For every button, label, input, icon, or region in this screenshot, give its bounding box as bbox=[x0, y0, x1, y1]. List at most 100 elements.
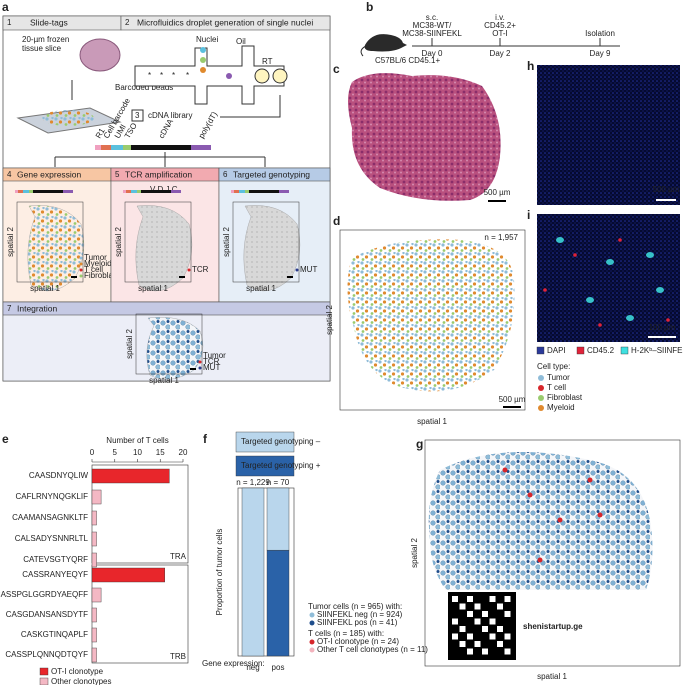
box-number: 2 bbox=[125, 18, 130, 27]
panel-label: i bbox=[527, 208, 530, 222]
box-number: 3 bbox=[135, 111, 140, 120]
panel-label: g bbox=[416, 437, 423, 451]
axis-label: spatial 1 bbox=[246, 284, 276, 293]
day-label: Day 2 bbox=[490, 49, 511, 58]
event-text: s.c. bbox=[426, 13, 438, 22]
qr-cell bbox=[452, 633, 458, 640]
read-segment bbox=[18, 190, 23, 193]
event-text: OT-I bbox=[492, 29, 508, 38]
cell bbox=[598, 323, 602, 327]
legend-dot bbox=[198, 360, 202, 364]
tissue-slice bbox=[79, 38, 121, 72]
qr-cell bbox=[459, 603, 466, 610]
scale-text: 500 µm bbox=[484, 188, 511, 197]
legend-text: Fibroblast bbox=[84, 271, 120, 280]
tail bbox=[360, 45, 367, 57]
legend-text: SIINFEKL pos (n = 41) bbox=[317, 618, 398, 627]
legend-text: MUT bbox=[203, 363, 220, 372]
tissue-text: tissue slice bbox=[22, 44, 62, 53]
bead: * bbox=[186, 71, 189, 80]
read-segment bbox=[279, 190, 289, 193]
read-segment bbox=[131, 145, 191, 150]
axis-label: spatial 2 bbox=[114, 227, 123, 257]
x-tick-label: 5 bbox=[113, 448, 118, 457]
box-title: Gene expression bbox=[17, 169, 82, 179]
legend-swatch bbox=[536, 346, 545, 355]
bead: * bbox=[160, 71, 163, 80]
legend-text: Tumor bbox=[203, 351, 226, 360]
qr-cell bbox=[459, 626, 466, 632]
qr-cell bbox=[474, 618, 481, 625]
read-segment bbox=[126, 190, 131, 193]
cell bbox=[606, 259, 614, 265]
y-tick-label: CASKGTINQAPLF bbox=[21, 630, 88, 639]
bar bbox=[91, 489, 102, 505]
read-part: TSO bbox=[123, 121, 139, 140]
legend-text: Tumor bbox=[547, 373, 570, 382]
legend-text: T cell bbox=[547, 383, 566, 392]
cell bbox=[666, 318, 670, 322]
sub-header bbox=[2, 301, 331, 316]
plot-frame bbox=[424, 439, 681, 667]
y-tick-label: CASGDANSANSDYTF bbox=[6, 610, 88, 619]
legend-text: T cell bbox=[84, 265, 103, 274]
bead: * bbox=[172, 71, 175, 80]
legend-swatch bbox=[39, 667, 49, 676]
axis-label: spatial 1 bbox=[149, 376, 179, 385]
qr-cell bbox=[497, 641, 503, 647]
read-segment bbox=[234, 190, 239, 193]
plot-frame bbox=[135, 313, 203, 375]
legend-swatch bbox=[576, 346, 585, 355]
qr-cell bbox=[452, 618, 458, 625]
read-segment bbox=[245, 190, 249, 193]
legend-text: Tumor bbox=[84, 253, 107, 262]
vdjc-label: V D J C bbox=[150, 185, 178, 194]
legend-dot bbox=[538, 405, 544, 411]
y-tick-label: CATEVSGTYQRF bbox=[23, 555, 88, 564]
box-title: Slide-tags bbox=[30, 17, 68, 27]
axis-title: Number of T cells bbox=[106, 436, 168, 445]
qr-cell bbox=[489, 633, 496, 640]
nuclei-label: Nuclei bbox=[196, 35, 218, 44]
he-tissue bbox=[348, 73, 501, 201]
beads-label: Barcoded beads bbox=[115, 83, 173, 92]
x-tick-label: 10 bbox=[133, 448, 142, 457]
x-tick-label: 0 bbox=[90, 448, 95, 457]
y-tick-label: CASSPGLGGRDYAEQFF bbox=[0, 590, 88, 599]
panel-label: d bbox=[333, 214, 340, 228]
cell bbox=[597, 512, 603, 518]
plot-frame bbox=[124, 201, 192, 283]
scale-text: 500 µm bbox=[499, 395, 526, 404]
y-tick-label: CASSRANYEQYF bbox=[22, 570, 88, 579]
sub-header bbox=[218, 167, 331, 182]
qr-cell bbox=[497, 603, 503, 610]
box-title: Integration bbox=[17, 303, 57, 313]
qr-cell bbox=[482, 648, 488, 655]
if-image bbox=[537, 214, 680, 342]
droplet bbox=[254, 68, 270, 84]
cell bbox=[573, 253, 577, 257]
dapi-image bbox=[537, 65, 680, 205]
axis-label: spatial 2 bbox=[125, 329, 134, 359]
mouse-label: C57BL/6 CD45.1+ bbox=[375, 56, 440, 65]
n-label: n = 70 bbox=[267, 478, 290, 487]
legend-text: TCR bbox=[192, 265, 209, 274]
legend-dot bbox=[295, 268, 299, 272]
qr-cell bbox=[504, 633, 511, 640]
legend-text: Myeloid bbox=[84, 259, 112, 268]
y-tick-label: CALSADYSNNRLTL bbox=[15, 534, 89, 543]
bead-array bbox=[42, 110, 94, 126]
axis-label: spatial 2 bbox=[6, 227, 15, 257]
droplet bbox=[272, 68, 288, 84]
read-segment bbox=[171, 190, 181, 193]
y-tick-label: CAFLRNYNQGKLIF bbox=[16, 492, 89, 501]
read-segment bbox=[63, 190, 73, 193]
nucleus bbox=[200, 67, 206, 73]
box-title: Microfluidics droplet generation of sing… bbox=[137, 17, 313, 27]
bead: * bbox=[148, 71, 151, 80]
bar bbox=[91, 567, 166, 583]
legend-text: Targeted genotyping + bbox=[241, 461, 321, 470]
legend-text: Targeted genotyping – bbox=[241, 437, 321, 446]
read-part: poly(dT) bbox=[197, 110, 220, 140]
panel-label: h bbox=[527, 59, 534, 73]
